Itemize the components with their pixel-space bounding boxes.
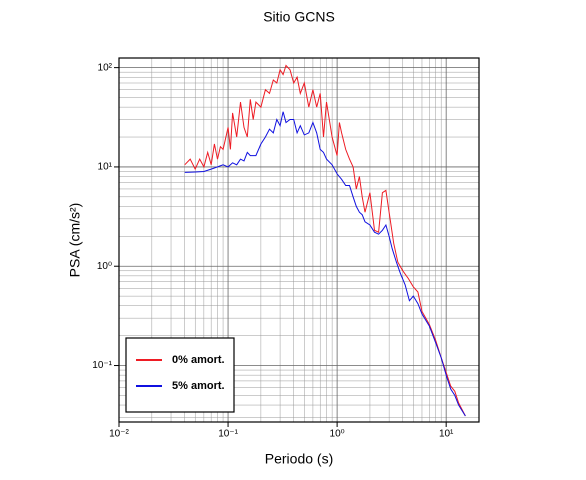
legend-label: 0% amort. <box>172 354 225 366</box>
y-tick-label: 10⁰ <box>97 261 112 272</box>
x-tick-label: 10¹ <box>439 429 454 440</box>
y-axis-label: PSA (cm/s²) <box>67 203 83 278</box>
series-line <box>184 64 466 417</box>
plot-frame <box>118 57 480 423</box>
y-tick-label: 10¹ <box>98 162 113 173</box>
legend-box <box>125 337 235 413</box>
x-tick-label: 10⁰ <box>330 429 345 440</box>
x-tick-label: 10⁻² <box>109 429 129 440</box>
x-axis-label: Periodo (s) <box>265 451 333 467</box>
y-tick-label: 10⁻¹ <box>92 360 112 371</box>
chart-title: Sitio GCNS <box>263 9 335 25</box>
series-line <box>184 111 466 417</box>
x-tick-label: 10⁻¹ <box>218 429 238 440</box>
y-tick-label: 10² <box>98 62 113 73</box>
legend-label: 5% amort. <box>172 380 225 392</box>
